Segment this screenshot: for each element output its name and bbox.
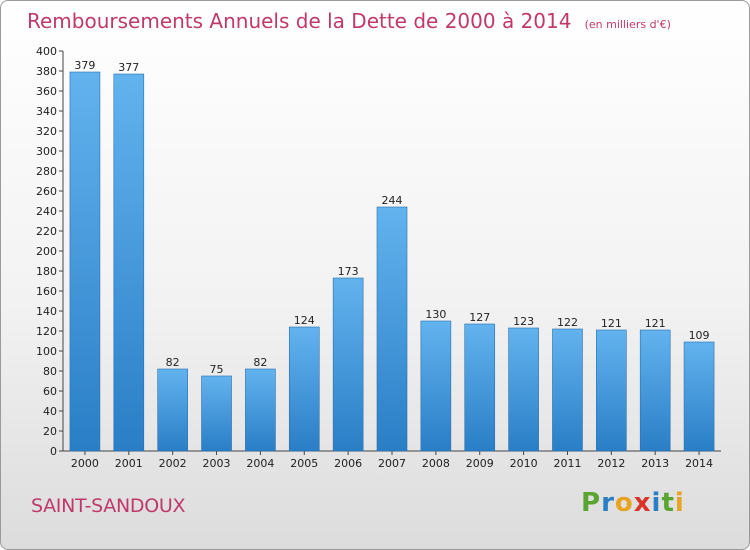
logo-letter: o <box>614 488 634 518</box>
x-tick-label: 2003 <box>203 457 231 470</box>
x-tick-label: 2012 <box>597 457 625 470</box>
y-tick-label: 380 <box>36 65 57 78</box>
value-label-2006: 173 <box>338 265 359 278</box>
y-tick-label: 0 <box>50 445 57 458</box>
value-label-2002: 82 <box>166 356 180 369</box>
x-tick-label: 2010 <box>510 457 538 470</box>
y-tick-label: 340 <box>36 105 57 118</box>
bar-2007 <box>376 206 408 452</box>
logo-letter: r <box>601 488 615 518</box>
x-tick-label: 2013 <box>641 457 669 470</box>
logo-letter: P <box>581 488 602 518</box>
y-tick-label: 220 <box>36 225 57 238</box>
value-label-2013: 121 <box>645 317 666 330</box>
x-tick-label: 2009 <box>466 457 494 470</box>
x-tick-label: 2007 <box>378 457 406 470</box>
bar-2013 <box>639 329 671 452</box>
x-tick-label: 2004 <box>246 457 274 470</box>
title-row: Remboursements Annuels de la Dette de 20… <box>27 9 671 33</box>
bar-2005 <box>288 326 320 452</box>
value-label-2011: 122 <box>557 316 578 329</box>
bar-2000 <box>69 71 101 452</box>
logo-letter: x <box>633 488 652 518</box>
bar-2008 <box>420 320 452 452</box>
bar-2012 <box>596 329 627 452</box>
y-tick-label: 260 <box>36 185 57 198</box>
chart-unit: (en milliers d'€) <box>584 18 671 31</box>
proxiti-logo: Proxiti <box>581 488 685 518</box>
logo-letter: i <box>674 488 685 518</box>
y-tick-label: 20 <box>43 425 57 438</box>
bar-2010 <box>508 327 539 452</box>
axes: 0 20 40 60 80 100 120 140 160 180 200 220 240 260 280 3… <box>36 45 721 470</box>
y-tick-label: 60 <box>43 385 57 398</box>
y-tick-label: 300 <box>36 145 57 158</box>
bar-2006 <box>332 277 364 452</box>
y-tick-label: 40 <box>43 405 57 418</box>
value-label-2001: 377 <box>118 61 139 74</box>
value-label-2009: 127 <box>469 311 490 324</box>
value-label-2010: 123 <box>513 315 534 328</box>
x-tick-label: 2001 <box>115 457 143 470</box>
y-tick-label: 320 <box>36 125 57 138</box>
y-tick-label: 160 <box>36 285 57 298</box>
y-tick-label: 100 <box>36 345 57 358</box>
bar-2009 <box>464 323 496 452</box>
x-tick-label: 2002 <box>159 457 187 470</box>
value-label-2003: 75 <box>210 363 224 376</box>
y-tick-label: 240 <box>36 205 57 218</box>
bar-2001 <box>113 73 145 452</box>
x-tick-label: 2014 <box>685 457 713 470</box>
y-tick-label: 360 <box>36 85 57 98</box>
value-label-2007: 244 <box>382 194 403 207</box>
x-tick-label: 2011 <box>553 457 581 470</box>
bar-2003 <box>201 375 232 452</box>
value-label-2004: 82 <box>253 356 267 369</box>
y-tick-label: 140 <box>36 305 57 318</box>
y-tick-label: 280 <box>36 165 57 178</box>
value-label-2000: 379 <box>74 59 95 72</box>
bar-2004 <box>245 368 276 452</box>
commune-name: SAINT-SANDOUX <box>31 495 186 517</box>
x-tick-label: 2000 <box>71 457 99 470</box>
y-tick-label: 80 <box>43 365 57 378</box>
bar-2011 <box>552 328 583 452</box>
x-tick-label: 2005 <box>290 457 318 470</box>
value-label-2014: 109 <box>689 329 710 342</box>
bar-2002 <box>157 368 188 452</box>
y-tick-label: 400 <box>36 45 57 58</box>
y-tick-label: 180 <box>36 265 57 278</box>
value-labels: 379 377 82 75 82 124 173 244 130 127 123 122 121 121 1… <box>74 59 709 376</box>
x-tick-label: 2006 <box>334 457 362 470</box>
value-label-2008: 130 <box>425 308 446 321</box>
bar-2014 <box>683 341 715 452</box>
x-tick-label: 2008 <box>422 457 450 470</box>
bars <box>69 71 715 452</box>
chart-title: Remboursements Annuels de la Dette de 20… <box>27 9 572 33</box>
logo-letter: i <box>651 488 662 518</box>
value-label-2005: 124 <box>294 314 315 327</box>
value-label-2012: 121 <box>601 317 622 330</box>
y-tick-label: 120 <box>36 325 57 338</box>
logo-letter: t <box>661 488 675 518</box>
y-tick-label: 200 <box>36 245 57 258</box>
